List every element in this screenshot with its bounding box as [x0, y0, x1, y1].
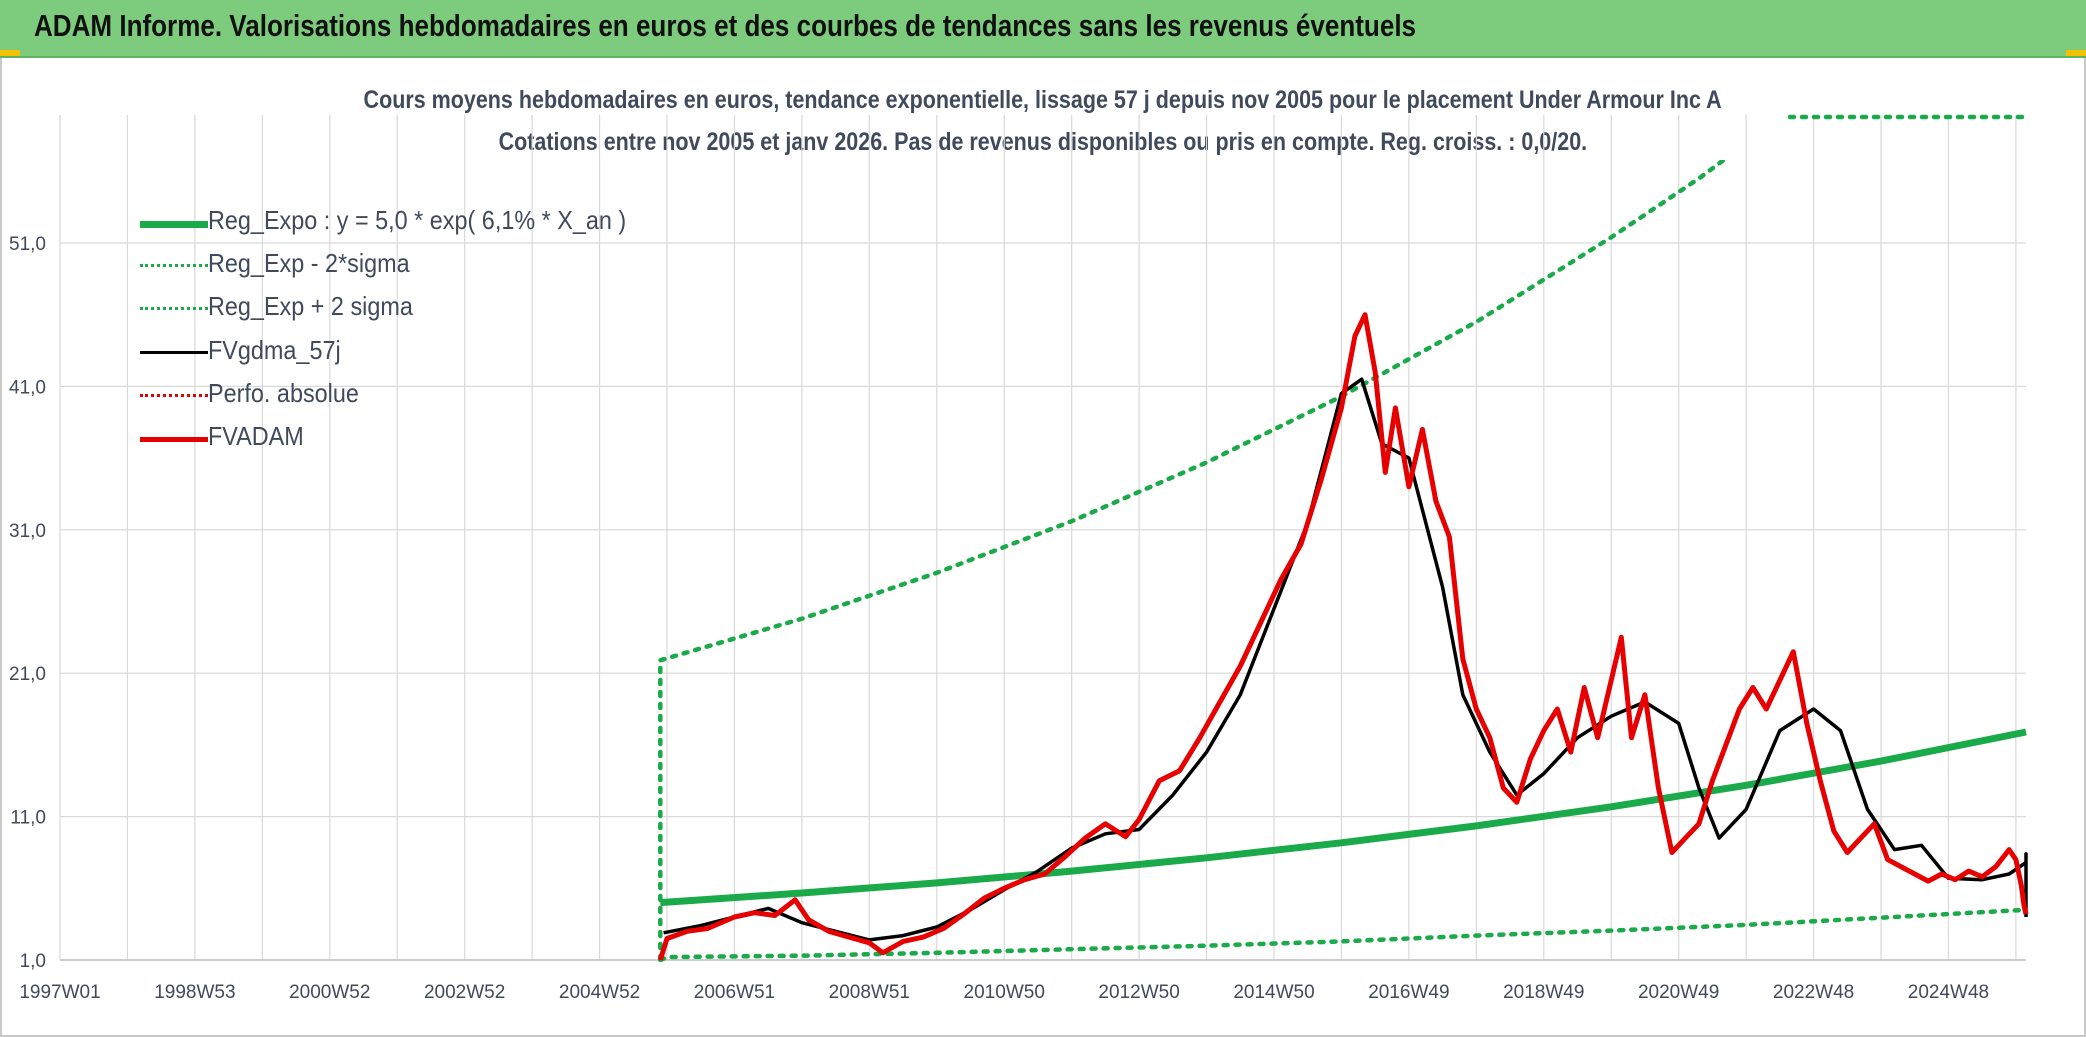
- chart-subtitle: Cotations entre nov 2005 et janv 2026. P…: [498, 128, 1588, 156]
- legend-swatch: [140, 436, 208, 442]
- x-tick-label: 2008W51: [829, 982, 910, 1003]
- x-tick-label: 2022W48: [1773, 982, 1854, 1003]
- x-tick-label: 2018W49: [1503, 982, 1584, 1003]
- x-tick-label: 1997W01: [19, 982, 100, 1003]
- report-header: ADAM Informe. Valorisations hebdomadaire…: [0, 0, 2086, 58]
- legend-swatch: [140, 393, 208, 397]
- legend-label: Reg_Expo : y = 5,0 * exp( 6,1% * X_an ): [208, 205, 627, 235]
- series-line-2: [658, 160, 1728, 962]
- x-tick-label: 1998W53: [154, 982, 235, 1003]
- legend-swatch: [140, 221, 208, 228]
- legend-label: FVADAM: [208, 420, 304, 451]
- x-tick-label: 2006W51: [694, 982, 775, 1003]
- series-line-0: [660, 728, 2027, 907]
- x-tick-label: 2004W52: [559, 982, 640, 1003]
- corner-mark-left: [0, 50, 20, 56]
- y-tick-label: 1,0: [20, 951, 46, 972]
- x-tick-label: 2000W52: [289, 982, 370, 1003]
- series-line-1: [658, 907, 2029, 962]
- x-tick-label: 2012W50: [1098, 982, 1179, 1003]
- legend-swatch: [140, 307, 208, 311]
- x-tick-label: 2024W48: [1908, 982, 1989, 1003]
- series-line-5: [657, 312, 2029, 961]
- legend-label: Reg_Exp - 2*sigma: [208, 248, 410, 279]
- legend-label: Reg_Exp + 2 sigma: [208, 291, 413, 322]
- x-tick-label: 2014W50: [1233, 982, 1314, 1003]
- legend-swatch: [140, 264, 208, 268]
- y-tick-label: 41,0: [9, 377, 46, 398]
- y-tick-label: 51,0: [9, 234, 46, 255]
- y-tick-label: 11,0: [10, 808, 46, 829]
- legend-label: FVgdma_57j: [208, 334, 341, 365]
- legend-label: Perfo. absolue: [208, 377, 359, 408]
- y-tick-label: 21,0: [9, 664, 46, 685]
- report-title: ADAM Informe. Valorisations hebdomadaire…: [34, 8, 1417, 43]
- x-tick-label: 2020W49: [1638, 982, 1719, 1003]
- x-tick-label: 2010W50: [964, 982, 1045, 1003]
- legend-swatch: [140, 350, 208, 354]
- x-tick-label: 2002W52: [424, 982, 505, 1003]
- series-line-3: [663, 377, 2028, 942]
- y-tick-label: 31,0: [9, 521, 46, 542]
- x-tick-label: 2016W49: [1368, 982, 1449, 1003]
- corner-mark-right: [2066, 50, 2086, 56]
- chart-title: Cours moyens hebdomadaires en euros, ten…: [363, 86, 1723, 114]
